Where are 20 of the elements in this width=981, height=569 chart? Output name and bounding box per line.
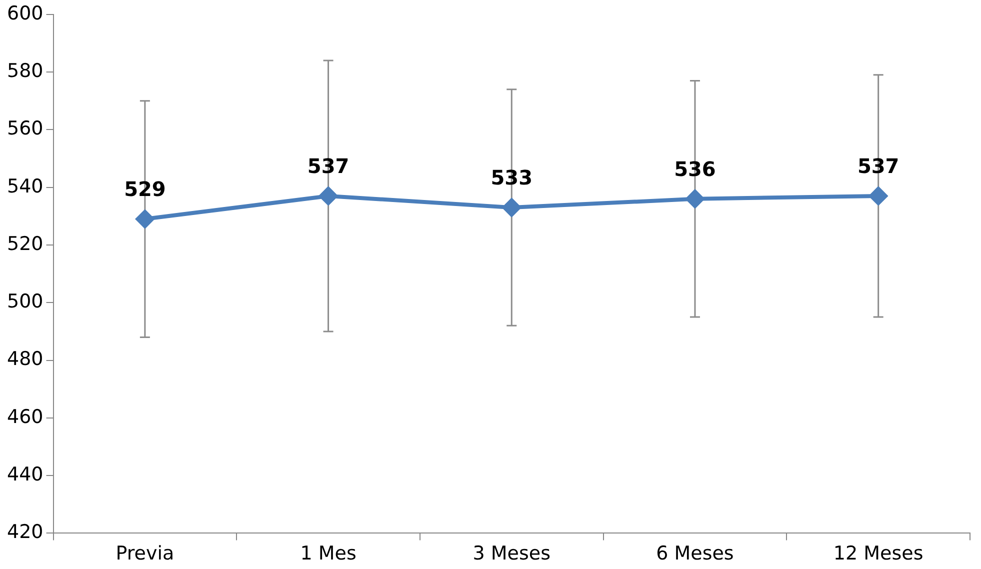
y-tick-label: 480 (7, 348, 44, 370)
data-label: 533 (490, 166, 533, 190)
y-tick-label: 460 (7, 406, 44, 428)
y-tick-label: 420 (7, 521, 44, 544)
x-tick-label: 12 Meses (833, 542, 924, 565)
y-tick-label: 580 (7, 60, 44, 82)
y-tick-label: 560 (7, 118, 44, 140)
data-label: 536 (674, 157, 716, 182)
y-tick-label: 520 (7, 232, 44, 255)
x-tick-label: 3 Meses (472, 542, 550, 565)
y-tick-label: 540 (7, 175, 44, 198)
y-tick-label: 500 (7, 290, 44, 313)
y-tick-label: 440 (7, 463, 44, 486)
x-tick-label: 1 Mes (300, 542, 356, 565)
data-label: 537 (307, 154, 350, 178)
x-tick-label: Previa (116, 542, 174, 565)
y-tick-label: 600 (7, 2, 44, 24)
data-label: 529 (124, 177, 166, 202)
x-tick-label: 6 Meses (656, 542, 734, 565)
data-label: 537 (857, 154, 900, 178)
